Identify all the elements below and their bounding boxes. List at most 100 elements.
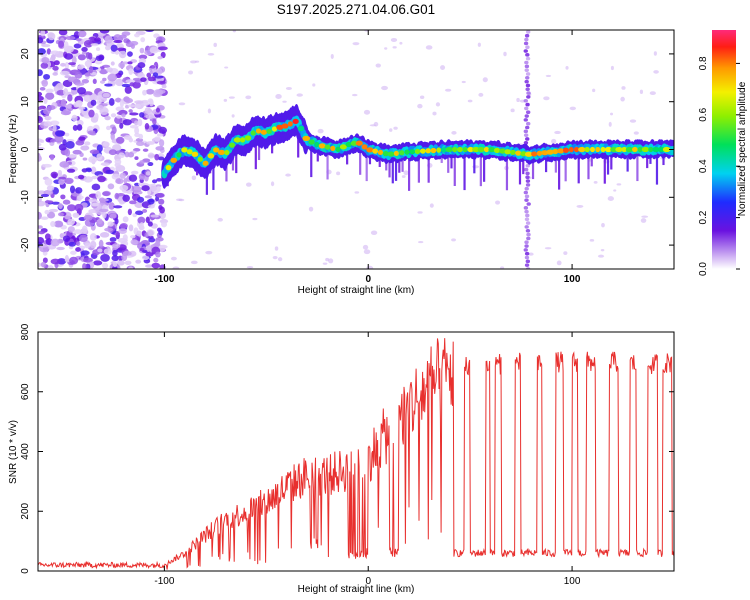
spec-noise-cell bbox=[47, 265, 54, 269]
spec-noise-cell bbox=[108, 98, 115, 106]
spec-ridge-core bbox=[345, 141, 352, 148]
spec-ridge-core bbox=[228, 142, 236, 148]
spec-artifact-cell bbox=[524, 79, 529, 84]
spec-noise-cell bbox=[58, 202, 63, 210]
spec-noise-cell bbox=[114, 218, 119, 225]
spec-noise-cell bbox=[40, 30, 46, 37]
spec-noise-cell bbox=[103, 248, 112, 255]
snr-y-tick-label: 800 bbox=[20, 323, 31, 340]
spec-noise-cell bbox=[78, 30, 87, 38]
spec-noise-cell bbox=[285, 173, 291, 177]
spec-noise-cell bbox=[46, 48, 51, 55]
spec-noise-cell bbox=[111, 255, 119, 262]
spec-noise-cell bbox=[114, 158, 122, 166]
spec-artifact-cell bbox=[524, 37, 529, 42]
spec-noise-cell bbox=[495, 200, 501, 205]
spec-noise-cell bbox=[600, 249, 605, 252]
spec-noise-cell bbox=[58, 176, 67, 180]
spec-noise-cell bbox=[57, 212, 64, 217]
spec-artifact-cell bbox=[526, 95, 531, 99]
spec-noise-cell bbox=[147, 76, 156, 82]
spec-noise-cell bbox=[142, 89, 147, 96]
spec-ridge-core bbox=[462, 146, 469, 153]
spec-noise-cell bbox=[38, 69, 43, 77]
spec-ridge-core bbox=[436, 147, 442, 153]
spec-noise-cell bbox=[373, 121, 379, 127]
spec-streak bbox=[610, 151, 613, 170]
spec-noise-cell bbox=[155, 192, 165, 198]
spec-noise-cell bbox=[569, 106, 577, 111]
spec-noise-cell bbox=[62, 199, 71, 205]
spec-ridge-core bbox=[393, 150, 399, 157]
spec-noise-cell bbox=[128, 68, 134, 75]
spec-noise-cell bbox=[81, 225, 88, 234]
spec-noise-cell bbox=[44, 115, 52, 121]
spec-streak bbox=[483, 151, 486, 182]
spec-noise-cell bbox=[97, 248, 103, 253]
spec-noise-cell bbox=[80, 250, 90, 256]
spec-noise-cell bbox=[145, 30, 154, 33]
spec-ridge-core bbox=[165, 165, 172, 171]
spec-ridge-core bbox=[493, 147, 501, 153]
spec-streak bbox=[479, 151, 482, 187]
spec-streak bbox=[212, 154, 215, 190]
spec-noise-cell bbox=[43, 73, 51, 80]
spec-noise-cell bbox=[156, 177, 163, 182]
spec-noise-cell bbox=[48, 208, 59, 213]
spec-noise-cell bbox=[38, 230, 45, 235]
spec-noise-cell bbox=[135, 259, 142, 264]
spec-noise-cell bbox=[60, 62, 66, 67]
snr-plot-area bbox=[38, 332, 674, 571]
spec-noise-cell bbox=[58, 40, 65, 48]
spec-artifact-cell bbox=[525, 45, 530, 50]
spec-noise-cell bbox=[84, 242, 91, 249]
spec-artifact-cell bbox=[525, 102, 530, 107]
spec-artifact-cell bbox=[525, 171, 530, 176]
spec-ridge-core bbox=[366, 147, 374, 153]
spec-noise-cell bbox=[417, 211, 423, 214]
spec-noise-cell bbox=[129, 200, 137, 205]
spec-noise-cell bbox=[152, 118, 157, 125]
spec-noise-cell bbox=[45, 88, 54, 93]
spec-noise-cell bbox=[138, 173, 145, 181]
spec-noise-cell bbox=[122, 216, 129, 223]
spec-noise-cell bbox=[95, 47, 101, 52]
spec-noise-cell bbox=[282, 100, 287, 103]
spec-noise-cell bbox=[53, 220, 64, 228]
spec-noise-cell bbox=[370, 230, 378, 235]
spec-noise-cell bbox=[112, 261, 118, 268]
spec-noise-cell bbox=[83, 257, 93, 263]
spectrogram-y-ticks: -20 -10 0 10 20 bbox=[20, 48, 674, 252]
spec-streak bbox=[590, 151, 593, 167]
spec-noise-cell bbox=[40, 261, 47, 268]
spec-noise-cell bbox=[69, 185, 76, 194]
spec-noise-cell bbox=[87, 130, 96, 136]
spec-noise-cell bbox=[129, 112, 139, 116]
spec-noise-cell bbox=[88, 156, 98, 163]
spec-noise-cell bbox=[145, 171, 151, 176]
spec-noise-cell bbox=[89, 233, 97, 241]
spec-streak bbox=[359, 146, 362, 175]
spec-artifact-cell bbox=[525, 83, 531, 88]
spec-noise-cell bbox=[124, 260, 132, 265]
spec-noise-cell bbox=[153, 257, 159, 263]
spec-artifact-cell bbox=[524, 198, 529, 202]
spec-noise-cell bbox=[90, 99, 97, 106]
spec-ridge-core bbox=[610, 146, 618, 153]
spec-noise-cell bbox=[613, 189, 617, 192]
spec-noise-cell bbox=[145, 88, 155, 95]
spec-noise-cell bbox=[67, 204, 76, 212]
spec-ridge-core bbox=[662, 146, 671, 153]
spec-noise-cell bbox=[80, 145, 90, 151]
spec-ridge-core bbox=[625, 146, 634, 153]
spec-ridge-core bbox=[657, 146, 666, 153]
spec-noise-cell bbox=[68, 241, 76, 247]
spec-streak bbox=[636, 151, 639, 182]
snr-panel: 0 200 400 600 800 -100 0 100 Height of straigh… bbox=[8, 323, 675, 595]
spec-noise-cell bbox=[95, 55, 104, 62]
spec-ridge-core bbox=[641, 146, 650, 153]
spec-noise-cell bbox=[565, 66, 569, 70]
spec-noise-cell bbox=[75, 187, 83, 194]
spec-noise-cell bbox=[118, 228, 127, 235]
spec-noise-cell bbox=[38, 111, 42, 117]
